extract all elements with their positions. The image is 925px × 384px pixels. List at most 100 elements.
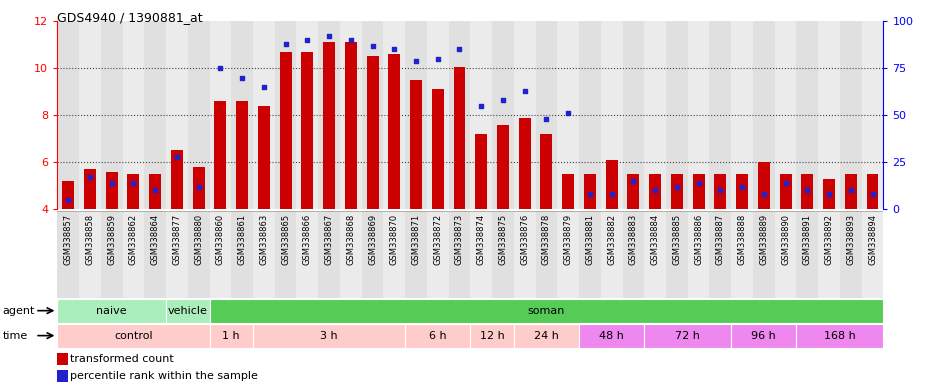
Point [365, 43, 380, 49]
Bar [514, 324, 579, 348]
Text: 1 h: 1 h [222, 331, 241, 341]
Bar [209, 324, 253, 348]
Bar [210, 211, 231, 298]
Text: GSM338864: GSM338864 [151, 214, 160, 265]
Bar [192, 167, 204, 209]
Text: 24 h: 24 h [534, 331, 559, 341]
Bar [405, 211, 427, 298]
Bar [296, 211, 318, 298]
Bar [405, 324, 471, 348]
Bar [236, 101, 248, 209]
Bar [796, 211, 819, 298]
Text: GSM338880: GSM338880 [194, 214, 204, 265]
Bar [471, 324, 514, 348]
Text: 72 h: 72 h [675, 331, 700, 341]
Bar [101, 211, 122, 298]
Bar [753, 211, 775, 298]
Bar [709, 211, 731, 298]
Point [300, 37, 314, 43]
Point [343, 37, 358, 43]
Bar [340, 21, 362, 209]
Text: GSM338876: GSM338876 [520, 214, 529, 265]
Bar [819, 211, 840, 298]
Point [517, 88, 532, 94]
Bar [623, 21, 644, 209]
Bar [688, 21, 709, 209]
Text: control: control [114, 331, 153, 341]
Bar [666, 211, 687, 298]
Bar [519, 118, 531, 209]
Bar [302, 52, 314, 209]
Bar [427, 21, 449, 209]
Text: 96 h: 96 h [751, 331, 776, 341]
Bar [57, 324, 209, 348]
Bar [796, 21, 819, 209]
Point [82, 174, 97, 180]
Bar [714, 174, 726, 209]
Text: GSM338890: GSM338890 [781, 214, 790, 265]
Bar [536, 21, 557, 209]
Point [626, 178, 641, 184]
Bar [144, 21, 166, 209]
Bar [405, 21, 427, 209]
Bar [732, 324, 796, 348]
Bar [209, 299, 883, 323]
Bar [210, 21, 231, 209]
Bar [57, 353, 68, 365]
Bar [666, 21, 687, 209]
Point [105, 180, 119, 186]
Bar [731, 21, 753, 209]
Text: GSM338873: GSM338873 [455, 214, 464, 265]
Bar [122, 21, 144, 209]
Point [213, 65, 228, 71]
Bar [644, 324, 732, 348]
Text: agent: agent [3, 306, 35, 316]
Point [191, 184, 206, 190]
Text: GSM338859: GSM338859 [107, 214, 117, 265]
Bar [709, 21, 731, 209]
Text: time: time [3, 331, 28, 341]
Point [148, 187, 163, 194]
Bar [449, 21, 471, 209]
Bar [514, 211, 536, 298]
Bar [584, 174, 596, 209]
Bar [693, 174, 705, 209]
Bar [644, 21, 666, 209]
Text: GSM338874: GSM338874 [476, 214, 486, 265]
Bar [128, 174, 140, 209]
Bar [188, 211, 210, 298]
Bar [671, 174, 683, 209]
Point [322, 33, 337, 39]
Text: GSM338875: GSM338875 [499, 214, 508, 265]
Bar [57, 21, 80, 209]
Bar [823, 179, 835, 209]
Bar [688, 211, 709, 298]
Bar [644, 211, 666, 298]
Text: GSM338868: GSM338868 [346, 214, 355, 265]
Bar [80, 21, 101, 209]
Text: GSM338866: GSM338866 [302, 214, 312, 265]
Bar [540, 134, 552, 209]
Bar [149, 174, 161, 209]
Point [561, 110, 575, 116]
Bar [471, 211, 492, 298]
Bar [775, 211, 796, 298]
Point [604, 191, 619, 197]
Text: GSM338861: GSM338861 [238, 214, 247, 265]
Bar [492, 211, 514, 298]
Bar [296, 21, 318, 209]
Bar [775, 21, 796, 209]
Bar [475, 134, 487, 209]
Bar [62, 181, 74, 209]
Text: GSM338865: GSM338865 [281, 214, 290, 265]
Text: GSM338888: GSM338888 [737, 214, 746, 265]
Bar [801, 174, 813, 209]
Point [778, 180, 793, 186]
Bar [736, 174, 748, 209]
Bar [84, 169, 96, 209]
Point [583, 191, 598, 197]
Point [430, 56, 445, 62]
Bar [384, 21, 405, 209]
Text: GSM338879: GSM338879 [563, 214, 573, 265]
Bar [253, 211, 275, 298]
